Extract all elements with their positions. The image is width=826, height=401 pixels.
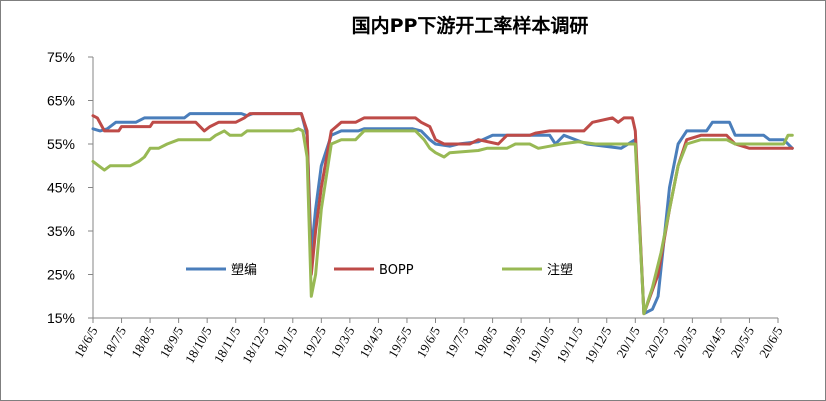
y-tick-label: 65%: [47, 93, 75, 109]
x-tick-label: 20/3/5: [670, 324, 700, 360]
x-tick-label: 19/2/5: [299, 324, 329, 360]
series-line-3: [91, 127, 794, 316]
x-tick-label: 18/7/5: [100, 324, 130, 360]
x-tick-label: 20/1/5: [613, 324, 643, 360]
x-axis: 18/6/518/7/518/8/518/9/518/10/518/11/518…: [71, 317, 786, 366]
x-tick-label: 19/3/5: [328, 324, 358, 360]
y-tick-label: 35%: [47, 223, 75, 239]
x-tick-label: 19/11/5: [553, 324, 586, 365]
x-tick-label: 18/9/5: [157, 324, 187, 360]
x-tick-label: 19/1/5: [271, 324, 301, 360]
series-lines: [91, 112, 794, 316]
x-tick-label: 20/5/5: [727, 324, 757, 360]
legend-label-3: 注塑: [547, 263, 573, 278]
series-line-1: [91, 112, 794, 316]
y-tick-label: 45%: [47, 180, 75, 196]
y-tick-label: 25%: [47, 267, 75, 283]
chart-title: 国内PP下游开工率样本调研: [352, 14, 589, 37]
x-tick-label: 19/6/5: [413, 324, 443, 360]
y-tick-label: 55%: [47, 136, 75, 152]
x-tick-label: 19/9/5: [499, 324, 529, 360]
x-tick-label: 20/2/5: [642, 324, 672, 360]
x-tick-label: 20/4/5: [699, 324, 729, 360]
x-tick-label: 19/12/5: [581, 324, 614, 366]
x-tick-label: 19/5/5: [385, 324, 415, 360]
x-tick-label: 18/6/5: [71, 324, 101, 360]
y-tick-label: 75%: [47, 49, 75, 65]
x-tick-label: 19/4/5: [356, 324, 386, 360]
legend-label-1: 塑编: [231, 263, 257, 278]
x-tick-label: 18/10/5: [182, 324, 215, 366]
x-tick-label: 20/6/5: [756, 324, 786, 360]
x-tick-label: 18/11/5: [211, 324, 244, 365]
x-tick-label: 19/10/5: [524, 324, 557, 366]
x-tick-label: 19/8/5: [471, 324, 501, 360]
x-tick-label: 18/8/5: [128, 324, 158, 360]
legend: 塑编 BOPP 注塑: [186, 263, 573, 278]
y-tick-label: 15%: [47, 310, 75, 326]
x-tick-label: 18/12/5: [239, 324, 272, 366]
y-axis: 75% 65% 55% 45% 35% 25% 15%: [47, 49, 94, 326]
legend-label-2: BOPP: [379, 263, 414, 278]
x-tick-label: 19/7/5: [442, 324, 472, 360]
